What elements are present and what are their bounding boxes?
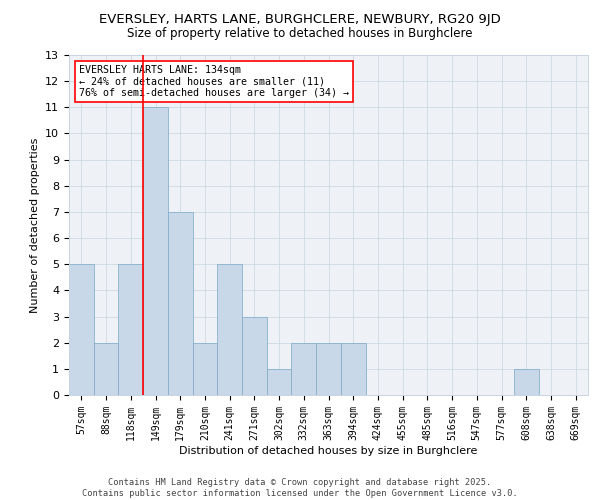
Bar [193, 342, 217, 395]
Bar [292, 342, 316, 395]
Text: Contains HM Land Registry data © Crown copyright and database right 2025.
Contai: Contains HM Land Registry data © Crown c… [82, 478, 518, 498]
Bar [118, 264, 143, 395]
Bar [217, 264, 242, 395]
Bar [316, 342, 341, 395]
Bar [69, 264, 94, 395]
Bar [168, 212, 193, 395]
Bar [94, 342, 118, 395]
Text: Size of property relative to detached houses in Burghclere: Size of property relative to detached ho… [127, 28, 473, 40]
X-axis label: Distribution of detached houses by size in Burghclere: Distribution of detached houses by size … [179, 446, 478, 456]
Text: EVERSLEY HARTS LANE: 134sqm
← 24% of detached houses are smaller (11)
76% of sem: EVERSLEY HARTS LANE: 134sqm ← 24% of det… [79, 65, 349, 98]
Bar [242, 316, 267, 395]
Y-axis label: Number of detached properties: Number of detached properties [29, 138, 40, 312]
Bar [514, 369, 539, 395]
Bar [267, 369, 292, 395]
Bar [341, 342, 365, 395]
Text: EVERSLEY, HARTS LANE, BURGHCLERE, NEWBURY, RG20 9JD: EVERSLEY, HARTS LANE, BURGHCLERE, NEWBUR… [99, 12, 501, 26]
Bar [143, 108, 168, 395]
